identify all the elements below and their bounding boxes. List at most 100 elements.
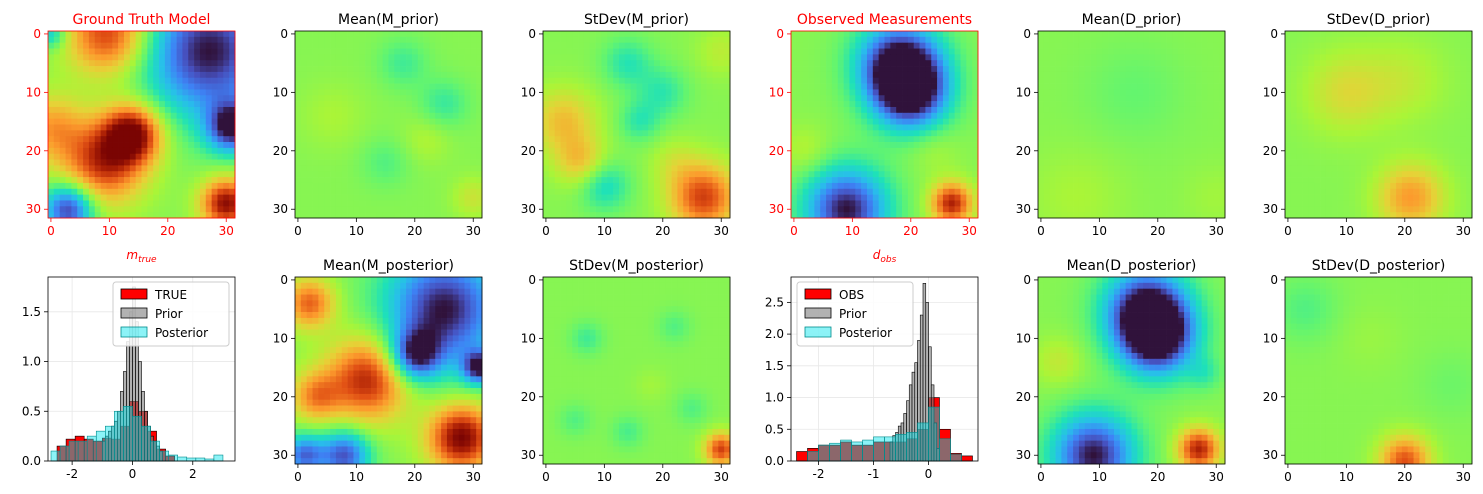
heatmap-cell — [330, 112, 337, 119]
heatmap-cell — [176, 66, 183, 73]
heatmap-cell — [677, 147, 684, 155]
heatmap-cell — [411, 188, 419, 195]
heatmap-cell — [548, 71, 556, 79]
heatmap-cell — [578, 200, 585, 207]
heatmap-cell — [446, 147, 454, 155]
heatmap-cell — [907, 212, 915, 219]
heatmap-cell — [1149, 83, 1156, 90]
heatmap-cell — [205, 130, 212, 137]
heatmap-cell — [913, 77, 920, 84]
heatmap-cell — [566, 171, 573, 178]
heatmap-cell — [1172, 147, 1179, 155]
heatmap-cell — [913, 42, 920, 49]
heatmap-cell — [470, 60, 477, 67]
heatmap-cell — [147, 106, 154, 114]
heatmap-cell — [312, 66, 319, 73]
heatmap-cell — [543, 71, 550, 79]
heatmap-cell — [188, 188, 195, 195]
heatmap-cell — [1219, 112, 1226, 119]
heatmap-cell — [907, 177, 915, 184]
heatmap-cell — [1113, 112, 1121, 119]
heatmap-cell — [141, 194, 148, 201]
heatmap-cell — [607, 54, 614, 61]
heatmap-cell — [849, 101, 856, 108]
heatmap-cell — [217, 177, 224, 184]
heatmap-cell — [814, 200, 821, 207]
heatmap-cell — [71, 54, 78, 61]
heatmap-cell — [942, 124, 950, 131]
heatmap-cell — [624, 147, 631, 155]
heatmap-cell — [359, 124, 366, 131]
heatmap-cell — [890, 188, 897, 195]
heatmap-cell — [601, 124, 608, 131]
heatmap-cell — [470, 112, 477, 119]
heatmap-cell — [543, 112, 550, 119]
heatmap-cell — [972, 165, 979, 172]
heatmap-cell — [683, 182, 690, 190]
heatmap-cell — [48, 194, 55, 201]
heatmap-cell — [919, 147, 926, 155]
heatmap-cell — [890, 171, 897, 178]
heatmap-cell — [689, 136, 696, 143]
heatmap-cell — [618, 136, 626, 143]
heatmap-cell — [919, 31, 926, 38]
heatmap-cell — [966, 83, 973, 90]
heatmap-cell — [572, 130, 579, 137]
heatmap-cell — [59, 106, 66, 114]
heatmap-cell — [826, 206, 833, 213]
heatmap-cell — [446, 112, 454, 119]
heatmap-cell — [907, 77, 915, 84]
heatmap-cell — [48, 188, 55, 195]
heatmap-cell — [831, 136, 839, 143]
heatmap-cell — [814, 171, 821, 178]
heatmap-cell — [706, 153, 713, 160]
heatmap-cell — [1090, 77, 1097, 84]
heatmap-cell — [878, 106, 885, 114]
heatmap-cell — [642, 83, 649, 90]
heatmap-cell — [954, 188, 961, 195]
heatmap-cell — [1043, 77, 1051, 84]
heatmap-cell — [176, 83, 183, 90]
heatmap-cell — [613, 200, 620, 207]
heatmap-cell — [164, 130, 172, 137]
heatmap-cell — [353, 147, 360, 155]
heatmap-cell — [77, 182, 84, 190]
heatmap-cell — [229, 83, 236, 90]
heatmap-cell — [118, 206, 125, 213]
heatmap-cell — [1096, 177, 1103, 184]
heatmap-cell — [808, 31, 815, 38]
heatmap-cell — [925, 171, 932, 178]
heatmap-cell — [324, 95, 331, 102]
heatmap-cell — [866, 194, 874, 201]
heatmap-cell — [1195, 130, 1202, 137]
heatmap-cell — [106, 136, 113, 143]
heatmap-cell — [1108, 112, 1115, 119]
heatmap-cell — [1178, 101, 1185, 108]
heatmap-cell — [470, 54, 477, 61]
heatmap-cell — [312, 153, 319, 160]
heatmap-cell — [1172, 101, 1179, 108]
heatmap-cell — [211, 206, 218, 213]
heatmap-cell — [654, 212, 661, 219]
heatmap-cell — [913, 147, 920, 155]
heatmap-cell — [476, 101, 483, 108]
heatmap-cell — [808, 101, 815, 108]
heatmap-cell — [1119, 124, 1126, 131]
heatmap-cell — [665, 95, 672, 102]
heatmap-cell — [837, 60, 844, 67]
heatmap-cell — [123, 165, 131, 172]
heatmap-cell — [831, 66, 839, 73]
heatmap-cell — [353, 142, 360, 149]
heatmap-cell — [347, 147, 354, 155]
heatmap-cell — [1067, 54, 1074, 61]
heatmap-cell — [123, 177, 131, 184]
heatmap-cell — [71, 171, 78, 178]
heatmap-cell — [843, 159, 850, 166]
heatmap-cell — [318, 106, 325, 114]
heatmap-cell — [295, 124, 302, 131]
heatmap-cell — [464, 48, 471, 55]
heatmap-cell — [578, 77, 585, 84]
heatmap-cell — [636, 106, 643, 114]
heatmap-cell — [229, 194, 236, 201]
heatmap-cell — [335, 106, 343, 114]
